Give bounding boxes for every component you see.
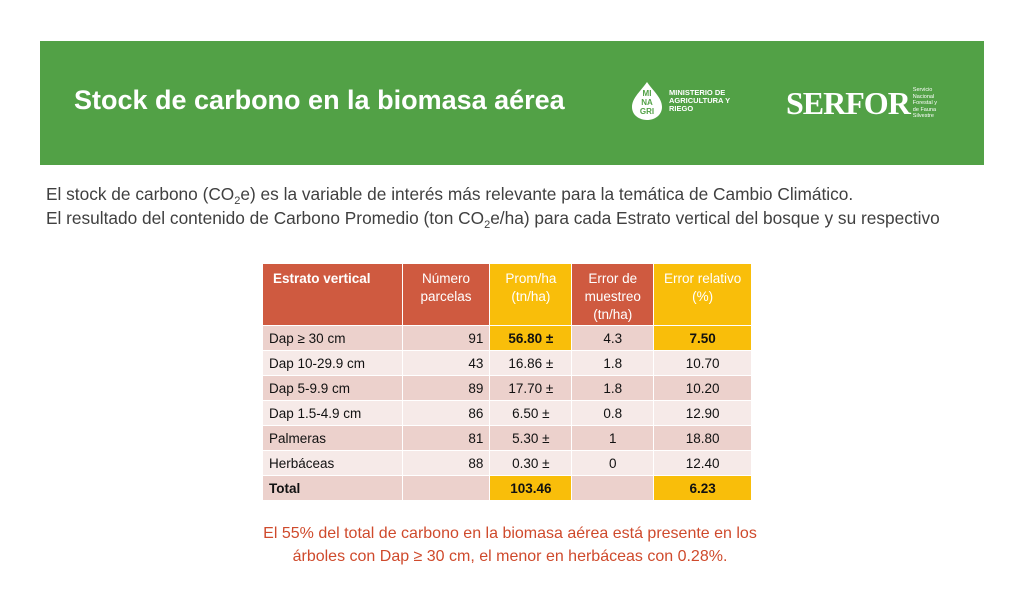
intro-paragraph: El stock de carbono (CO2e) es la variabl… xyxy=(46,182,984,231)
cell-total-prom: 103.46 xyxy=(489,475,573,501)
cell-error-relativo: 12.90 xyxy=(653,400,752,426)
cell-estrato: Dap ≥ 30 cm xyxy=(262,325,403,351)
cell-error-muestreo: 4.3 xyxy=(571,325,655,351)
cell-parcelas: 81 xyxy=(401,425,491,451)
conclusion-line-1: El 55% del total de carbono en la biomas… xyxy=(263,525,757,542)
conclusion-text: El 55% del total de carbono en la biomas… xyxy=(200,522,820,568)
carbon-stock-table: Estrato vertical Número parcelas Prom/ha… xyxy=(262,263,752,501)
table-row: Dap 1.5-4.9 cm 86 6.50 ± 0.8 12.90 xyxy=(262,400,752,426)
header-parcelas: Número parcelas xyxy=(401,263,491,326)
cell-estrato: Palmeras xyxy=(262,425,403,451)
table-row: Herbáceas 88 0.30 ± 0 12.40 xyxy=(262,450,752,476)
header-estrato: Estrato vertical xyxy=(262,263,403,326)
cell-prom: 0.30 ± xyxy=(489,450,573,476)
cell-error-relativo: 18.80 xyxy=(653,425,752,451)
subscript: 2 xyxy=(234,195,241,207)
page-title: Stock de carbono en la biomasa aérea xyxy=(74,85,565,115)
cell-total-error-relativo: 6.23 xyxy=(653,475,752,501)
intro-text: e/ha) para cada Estrato vertical del bos… xyxy=(490,208,940,228)
serfor-subtitle: Servicio Nacional Forestal y de Fauna Si… xyxy=(912,87,937,120)
table-row-total: Total 103.46 6.23 xyxy=(262,475,752,501)
cell-prom: 16.86 ± xyxy=(489,350,573,376)
cell-error-muestreo: 1.8 xyxy=(571,350,655,376)
cell-error-muestreo: 1.8 xyxy=(571,375,655,401)
cell-estrato: Herbáceas xyxy=(262,450,403,476)
table-row: Dap 10-29.9 cm 43 16.86 ± 1.8 10.70 xyxy=(262,350,752,376)
title-banner: Stock de carbono en la biomasa aérea MI N… xyxy=(40,41,984,165)
intro-line-2: El resultado del contenido de Carbono Pr… xyxy=(46,206,984,231)
cell-estrato: Dap 5-9.9 cm xyxy=(262,375,403,401)
cell-estrato: Dap 1.5-4.9 cm xyxy=(262,400,403,426)
minagri-letters: MI NA GRI xyxy=(639,89,655,116)
cell-total-error-muestreo xyxy=(571,475,655,501)
cell-error-muestreo: 1 xyxy=(571,425,655,451)
cell-prom: 5.30 ± xyxy=(489,425,573,451)
cell-total-parcelas xyxy=(401,475,491,501)
header-error-muestreo: Error de muestreo (tn/ha) xyxy=(571,263,655,326)
conclusion-line-2: árboles con Dap ≥ 30 cm, el menor en her… xyxy=(292,548,728,565)
intro-text: El resultado del contenido de Carbono Pr… xyxy=(46,208,485,228)
minagri-logo: MI NA GRI MINISTERIO DE AGRICULTURA Y RIEG… xyxy=(628,79,749,123)
cell-prom: 56.80 ± xyxy=(489,325,573,351)
leaf-drop-icon: MI NA GRI xyxy=(628,80,666,122)
cell-error-relativo: 10.70 xyxy=(653,350,752,376)
intro-line-1: El stock de carbono (CO2e) es la variabl… xyxy=(46,182,984,207)
cell-error-muestreo: 0.8 xyxy=(571,400,655,426)
table-row: Dap 5-9.9 cm 89 17.70 ± 1.8 10.20 xyxy=(262,375,752,401)
cell-total-label: Total xyxy=(262,475,403,501)
intro-text: e) es la variable de interés más relevan… xyxy=(240,184,854,204)
subscript: 2 xyxy=(484,219,491,231)
cell-estrato: Dap 10-29.9 cm xyxy=(262,350,403,376)
header-error-relativo: Error relativo (%) xyxy=(653,263,752,326)
table-row: Palmeras 81 5.30 ± 1 18.80 xyxy=(262,425,752,451)
serfor-wordmark: SERFOR xyxy=(786,85,911,121)
cell-parcelas: 86 xyxy=(401,400,491,426)
cell-error-relativo: 7.50 xyxy=(653,325,752,351)
cell-parcelas: 43 xyxy=(401,350,491,376)
intro-text: El stock de carbono (CO xyxy=(46,184,235,204)
cell-parcelas: 89 xyxy=(401,375,491,401)
cell-error-relativo: 10.20 xyxy=(653,375,752,401)
cell-prom: 17.70 ± xyxy=(489,375,573,401)
cell-error-relativo: 12.40 xyxy=(653,450,752,476)
table-row: Dap ≥ 30 cm 91 56.80 ± 4.3 7.50 xyxy=(262,325,752,351)
header-prom: Prom/ha (tn/ha) xyxy=(489,263,573,326)
serfor-logo: SERFOR Servicio Nacional Forestal y de F… xyxy=(786,85,943,122)
cell-parcelas: 88 xyxy=(401,450,491,476)
cell-prom: 6.50 ± xyxy=(489,400,573,426)
cell-error-muestreo: 0 xyxy=(571,450,655,476)
cell-parcelas: 91 xyxy=(401,325,491,351)
minagri-text: MINISTERIO DE AGRICULTURA Y RIEGO xyxy=(669,88,730,113)
